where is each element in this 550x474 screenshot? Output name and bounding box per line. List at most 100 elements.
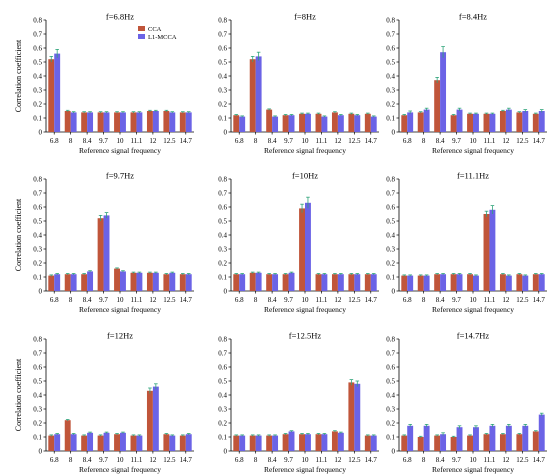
y-tick-label: 0.5 <box>386 59 395 67</box>
y-tick-label: 0.1 <box>218 274 227 282</box>
x-tick-label: 14.7 <box>180 137 193 145</box>
bar-series-2 <box>272 116 279 132</box>
bar-series-1 <box>266 109 273 132</box>
bar-series-1 <box>417 112 424 132</box>
bar-series-1 <box>364 435 371 451</box>
x-tick-label: 9.7 <box>99 137 108 145</box>
bar-series-1 <box>146 111 153 132</box>
chart-panel-6: f=11.1Hz 0 0.1 0.2 0.3 0.4 0.5 0.6 0.7 0.8 6.8 8 8.4… <box>386 171 547 314</box>
bar-series-2 <box>185 274 192 291</box>
bar-series-2 <box>185 112 192 132</box>
bar-series-1 <box>401 435 408 451</box>
bar-series-2 <box>337 274 344 291</box>
bar-series-1 <box>434 80 441 132</box>
bar-series-2 <box>440 52 447 133</box>
y-tick-label: 0.3 <box>33 87 42 95</box>
y-tick-label: 0.1 <box>33 274 42 282</box>
bar-series-2 <box>370 274 377 291</box>
bar-series-2 <box>305 434 311 451</box>
bar-series-2 <box>70 274 77 291</box>
y-tick-label: 0.8 <box>386 176 395 184</box>
x-axis-label: Reference signal frequency <box>79 305 161 314</box>
bar-series-2 <box>305 202 311 291</box>
bar-series-1 <box>499 111 506 132</box>
bar-series-1 <box>315 113 322 132</box>
bar-series-2 <box>120 271 126 291</box>
x-tick-label: 8 <box>69 137 73 145</box>
x-axis-label: Reference signal frequency <box>264 305 346 314</box>
x-tick-label: 10 <box>470 137 478 145</box>
y-tick-label: 0 <box>224 288 228 296</box>
x-tick-label: 8.4 <box>436 296 445 304</box>
x-tick-label: 6.8 <box>403 296 412 304</box>
x-tick-label: 9.7 <box>99 456 108 464</box>
x-tick-label: 11.1 <box>483 456 495 464</box>
bar-series-1 <box>130 435 137 451</box>
chart-title: f=12Hz <box>107 331 133 341</box>
bar-series-2 <box>456 427 463 451</box>
bar-series-1 <box>532 431 539 451</box>
y-tick-label: 0.1 <box>218 115 227 123</box>
bar-series-1 <box>299 208 305 291</box>
bar-series-2 <box>354 383 361 451</box>
chart-title: f=9.7Hz <box>106 171 134 181</box>
y-tick-label: 0.2 <box>218 101 227 109</box>
bar-series-2 <box>239 116 246 132</box>
bar-series-2 <box>321 116 328 132</box>
y-tick-label: 0.4 <box>218 392 227 400</box>
chart-panel-9: f=14.7Hz 0 0.1 0.2 0.3 0.4 0.5 0.6 0.7 0.8 6.8 8 8.4… <box>386 331 547 474</box>
x-tick-label: 11.1 <box>315 296 327 304</box>
x-tick-label: 10 <box>470 296 478 304</box>
bar-series-1 <box>532 274 539 291</box>
bar-series-1 <box>516 112 523 132</box>
y-tick-label: 0.1 <box>218 434 227 442</box>
bar-series-1 <box>81 274 88 291</box>
chart-panel-2: f=8Hz 0 0.1 0.2 0.3 0.4 0.5 0.6 0.7 0.8 6.8 8 8.4 9.7… <box>218 12 379 155</box>
x-tick-label: 10 <box>117 137 125 145</box>
x-tick-label: 10 <box>117 456 125 464</box>
x-tick-label: 8.4 <box>83 137 92 145</box>
y-tick-label: 0.8 <box>386 336 395 344</box>
bar-series-1 <box>315 274 322 291</box>
x-tick-label: 6.8 <box>50 137 59 145</box>
bar-series-1 <box>81 435 88 451</box>
y-tick-label: 0.6 <box>386 204 395 212</box>
bar-series-1 <box>163 111 170 132</box>
y-tick-label: 0.7 <box>386 31 395 39</box>
bar-series-2 <box>87 112 94 132</box>
bar-series-1 <box>114 112 120 132</box>
y-tick-label: 0.8 <box>33 17 42 25</box>
bar-series-1 <box>348 382 355 451</box>
bar-series-2 <box>321 434 328 451</box>
bar-series-2 <box>239 274 246 291</box>
bar-series-2 <box>407 275 414 291</box>
bar-series-1 <box>81 112 88 132</box>
bar-series-2 <box>505 425 512 451</box>
y-tick-label: 0 <box>224 129 228 137</box>
bar-series-1 <box>467 435 473 451</box>
y-tick-label: 0.6 <box>33 364 42 372</box>
y-tick-label: 0.1 <box>386 434 395 442</box>
x-tick-label: 8.4 <box>83 296 92 304</box>
bar-series-1 <box>130 112 137 132</box>
bar-series-1 <box>450 115 457 132</box>
x-tick-label: 11.1 <box>483 296 495 304</box>
y-tick-label: 0 <box>39 448 43 456</box>
bar-series-2 <box>152 272 159 291</box>
bar-series-1 <box>282 434 289 451</box>
x-tick-label: 12.5 <box>516 296 529 304</box>
y-axis-label: Correlation coefficient <box>14 39 23 112</box>
bar-series-2 <box>505 275 512 291</box>
x-tick-label: 9.7 <box>284 456 293 464</box>
x-tick-label: 8 <box>422 296 426 304</box>
bar-series-2 <box>321 274 328 291</box>
y-tick-label: 0.4 <box>218 232 227 240</box>
bar-series-2 <box>407 112 414 132</box>
bar-series-1 <box>401 275 408 291</box>
chart-panel-1: f=6.8Hz 0 0.1 0.2 0.3 0.4 0.5 0.6 0.7 0.8 6.8 8 8.4 9… <box>14 12 194 155</box>
bar-series-1 <box>499 434 506 451</box>
x-tick-label: 6.8 <box>50 456 59 464</box>
bar-series-1 <box>499 274 506 291</box>
bar-series-1 <box>64 274 71 291</box>
legend-swatch-2 <box>138 34 145 39</box>
